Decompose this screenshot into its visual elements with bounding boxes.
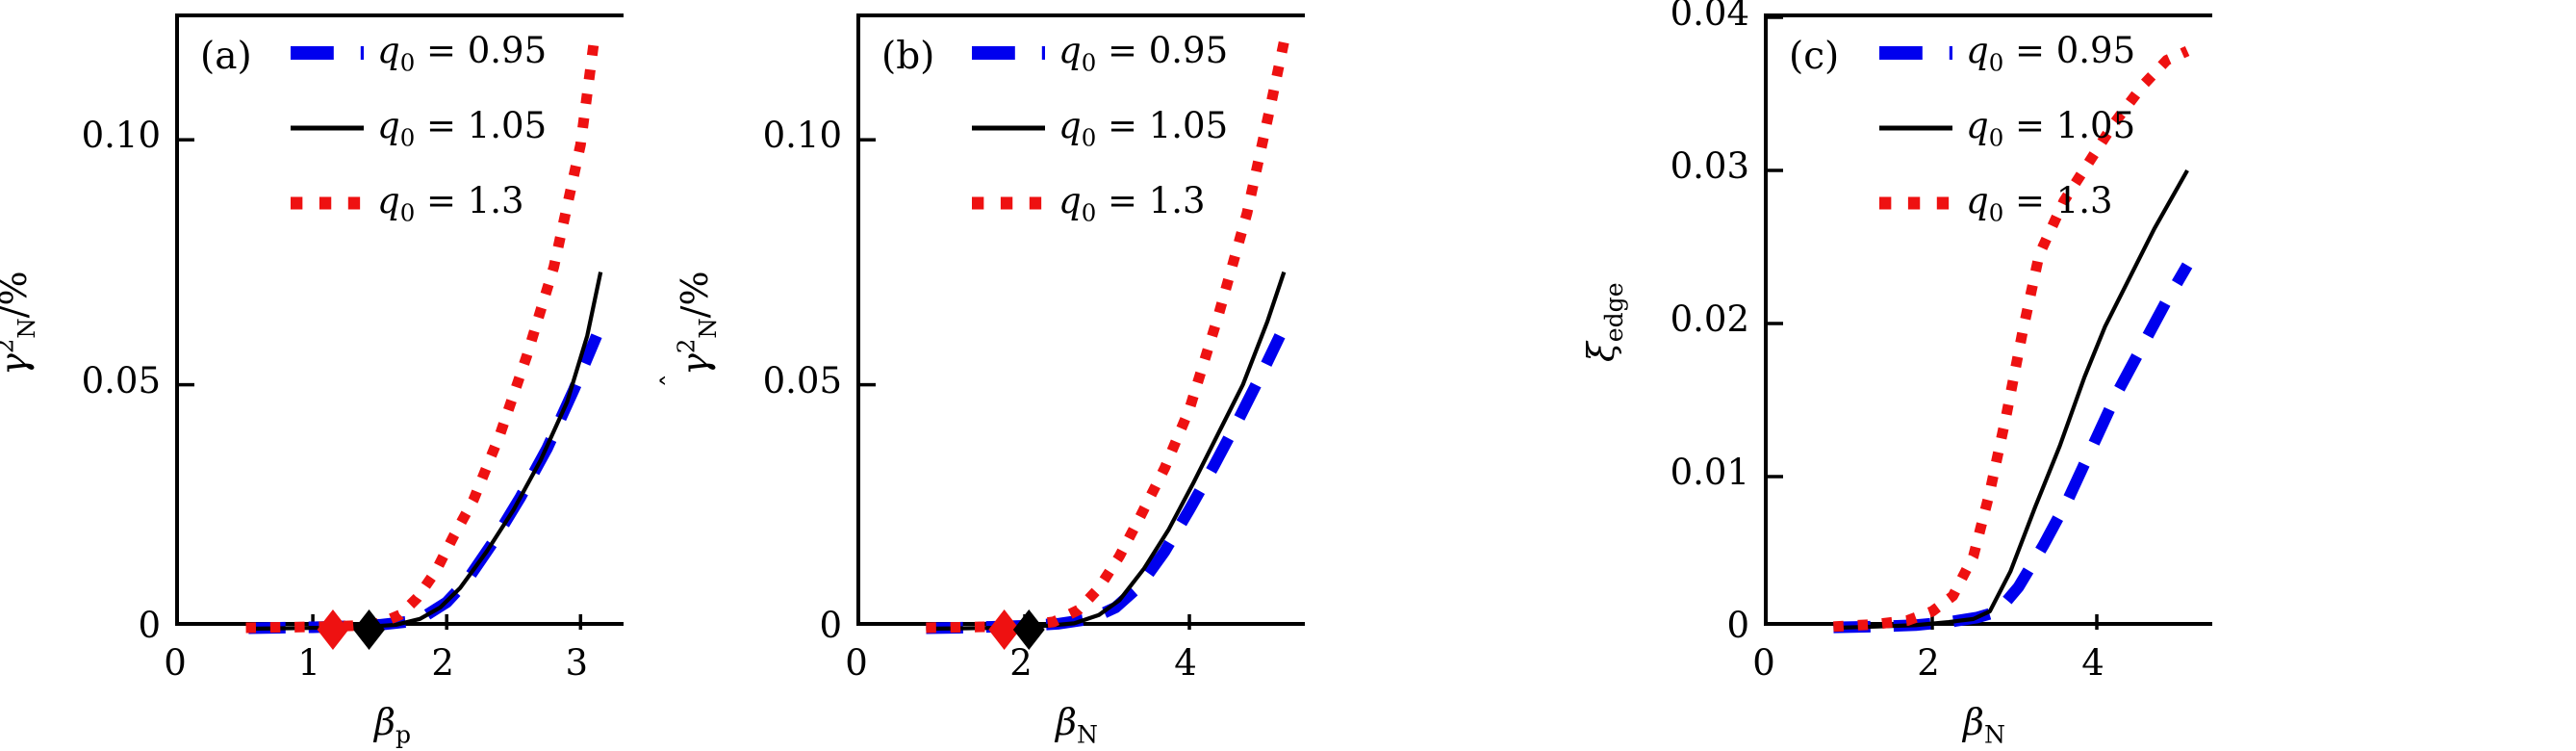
- plot-frame: [856, 13, 1305, 650]
- curve-layer: [1768, 15, 2193, 634]
- legend-label: q0 = 1.3: [1058, 179, 1206, 227]
- x-tick-label: 2: [1917, 642, 1940, 684]
- x-tick-label: 1: [297, 642, 320, 684]
- x-axis-label: βN: [1056, 701, 1098, 749]
- y-axis-label: γ̂2N/%: [672, 271, 722, 376]
- legend-item[interactable]: q0 = 0.95: [970, 27, 1228, 79]
- series-line: [926, 333, 1286, 634]
- y-tick-label: 0.05: [762, 359, 842, 401]
- y-tick-label: 0.10: [762, 115, 842, 157]
- legend: q0 = 0.95 q0 = 1.05 q0 = 1.3: [970, 27, 1228, 252]
- plot-frame: [175, 13, 624, 650]
- legend-item[interactable]: q0 = 1.05: [970, 102, 1228, 154]
- y-tick-label: 0.10: [81, 115, 161, 157]
- x-tick-label: 0: [845, 642, 868, 684]
- plot-frame: [1764, 13, 2212, 634]
- x-tick-label: 0: [1752, 642, 1775, 684]
- legend-label: q0 = 1.05: [1966, 104, 2136, 152]
- panel-tag: (a): [200, 35, 252, 78]
- legend-label: q0 = 1.3: [377, 179, 524, 227]
- legend-item[interactable]: q0 = 1.3: [289, 177, 547, 229]
- threshold-diamond-marker: [317, 609, 349, 650]
- y-tick-label: 0.05: [81, 359, 161, 401]
- threshold-diamond-marker: [353, 609, 385, 650]
- x-tick-label: 2: [1009, 642, 1033, 684]
- legend-label: q0 = 0.95: [1966, 29, 2136, 77]
- x-tick-label: 3: [565, 642, 589, 684]
- panel-tag: (c): [1789, 35, 1840, 78]
- threshold-diamond-marker: [988, 609, 1021, 650]
- legend-label: q0 = 1.3: [1966, 179, 2113, 227]
- legend-label: q0 = 0.95: [377, 29, 548, 77]
- y-tick-label: 0.01: [1670, 452, 1749, 493]
- curve-layer: [179, 40, 603, 650]
- y-tick-label: 0.04: [1670, 0, 1749, 34]
- y-tick-label: 0.03: [1670, 145, 1749, 187]
- legend-label: q0 = 0.95: [1058, 29, 1229, 77]
- legend: q0 = 0.95 q0 = 1.05 q0 = 1.3: [289, 27, 547, 252]
- legend-label: q0 = 1.05: [1058, 104, 1229, 152]
- series-line: [248, 333, 602, 634]
- y-tick-label: 0: [1726, 605, 1749, 646]
- legend-item[interactable]: q0 = 1.05: [1877, 102, 2135, 154]
- y-tick-label: 0.02: [1670, 298, 1749, 340]
- y-tick-label: 0: [138, 605, 161, 646]
- panel-tag: (b): [881, 35, 935, 78]
- x-tick-label: 4: [1174, 642, 1197, 684]
- x-tick-label: 4: [2081, 642, 2104, 684]
- legend-item[interactable]: q0 = 0.95: [289, 27, 547, 79]
- legend-item[interactable]: q0 = 1.05: [289, 102, 547, 154]
- curve-layer: [860, 40, 1289, 650]
- legend-item[interactable]: q0 = 0.95: [1877, 27, 2135, 79]
- y-axis-label: ξedge: [1580, 282, 1628, 363]
- x-tick-label: 2: [431, 642, 454, 684]
- threshold-diamond-marker: [1012, 609, 1045, 650]
- legend-item[interactable]: q0 = 1.3: [970, 177, 1228, 229]
- x-axis-label: βN: [1963, 701, 2005, 749]
- x-tick-label: 0: [164, 642, 187, 684]
- y-axis-label: γ̂2N/%: [0, 271, 40, 375]
- legend-item[interactable]: q0 = 1.3: [1877, 177, 2135, 229]
- y-tick-label: 0: [819, 605, 842, 646]
- x-axis-label: βp: [374, 701, 412, 749]
- legend-label: q0 = 1.05: [377, 104, 548, 152]
- legend: q0 = 0.95 q0 = 1.05 q0 = 1.3: [1877, 27, 2135, 252]
- series-line: [1833, 168, 2189, 631]
